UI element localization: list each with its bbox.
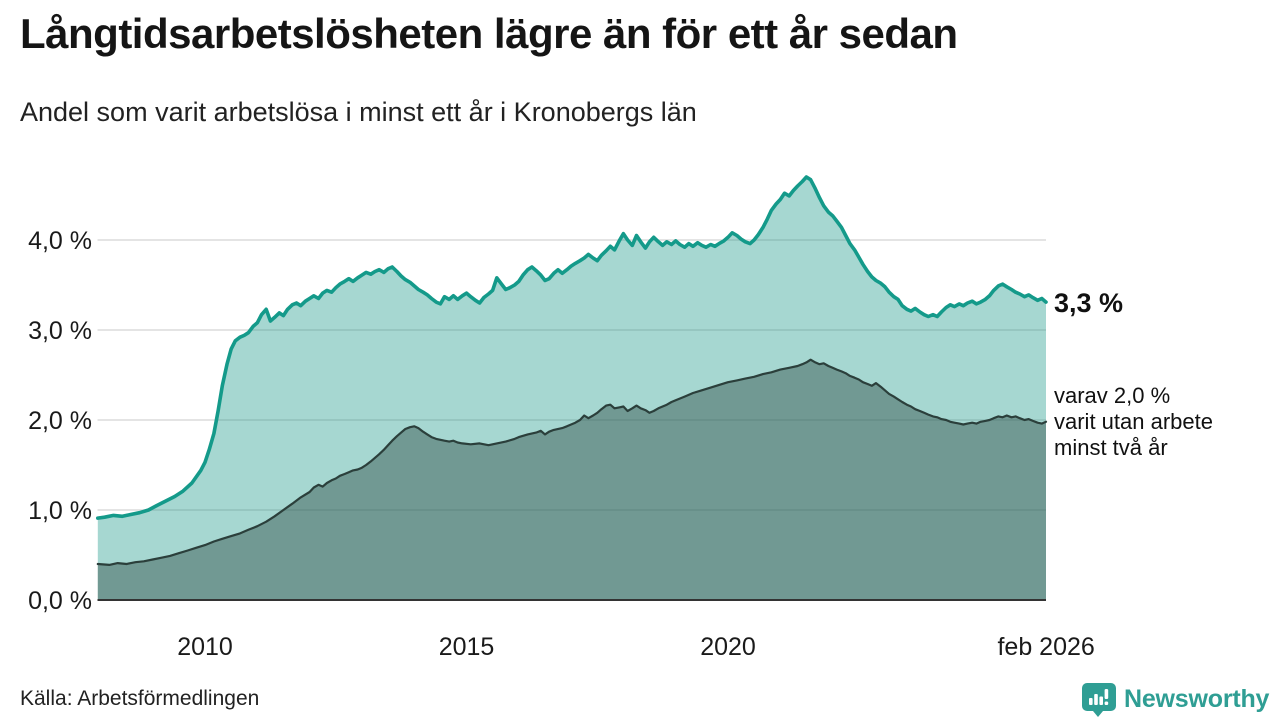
x-tick-label: 2020 xyxy=(700,633,756,661)
breakdown-annotation: varav 2,0 % varit utan arbete minst två … xyxy=(1054,383,1213,460)
x-tick-label: 2010 xyxy=(177,633,233,661)
chart-subtitle: Andel som varit arbetslösa i minst ett å… xyxy=(20,97,697,127)
page-title: Långtidsarbetslösheten lägre än för ett … xyxy=(20,10,958,57)
x-tick-label: 2015 xyxy=(439,633,495,661)
y-tick-label: 4,0 % xyxy=(28,227,92,255)
area-minst-tva-ar xyxy=(97,359,1047,600)
y-tick-label: 2,0 % xyxy=(28,407,92,435)
newsworthy-logo: Newsworthy xyxy=(1081,681,1269,718)
source-label: Källa: Arbetsförmedlingen xyxy=(20,687,260,710)
y-tick-label: 3,0 % xyxy=(28,317,92,345)
x-tick-label: feb 2026 xyxy=(997,633,1094,661)
latest-value-label: 3,3 % xyxy=(1054,288,1124,318)
line-minst-ett-ar xyxy=(96,175,1048,520)
newsworthy-bars-icon xyxy=(1082,683,1116,717)
newsworthy-wordmark: Newsworthy xyxy=(1124,685,1270,713)
area-minst-ett-ar xyxy=(97,177,1047,600)
y-tick-label: 1,0 % xyxy=(28,497,92,525)
line-minst-tva-ar xyxy=(96,358,1048,566)
y-tick-label: 0,0 % xyxy=(28,587,92,615)
